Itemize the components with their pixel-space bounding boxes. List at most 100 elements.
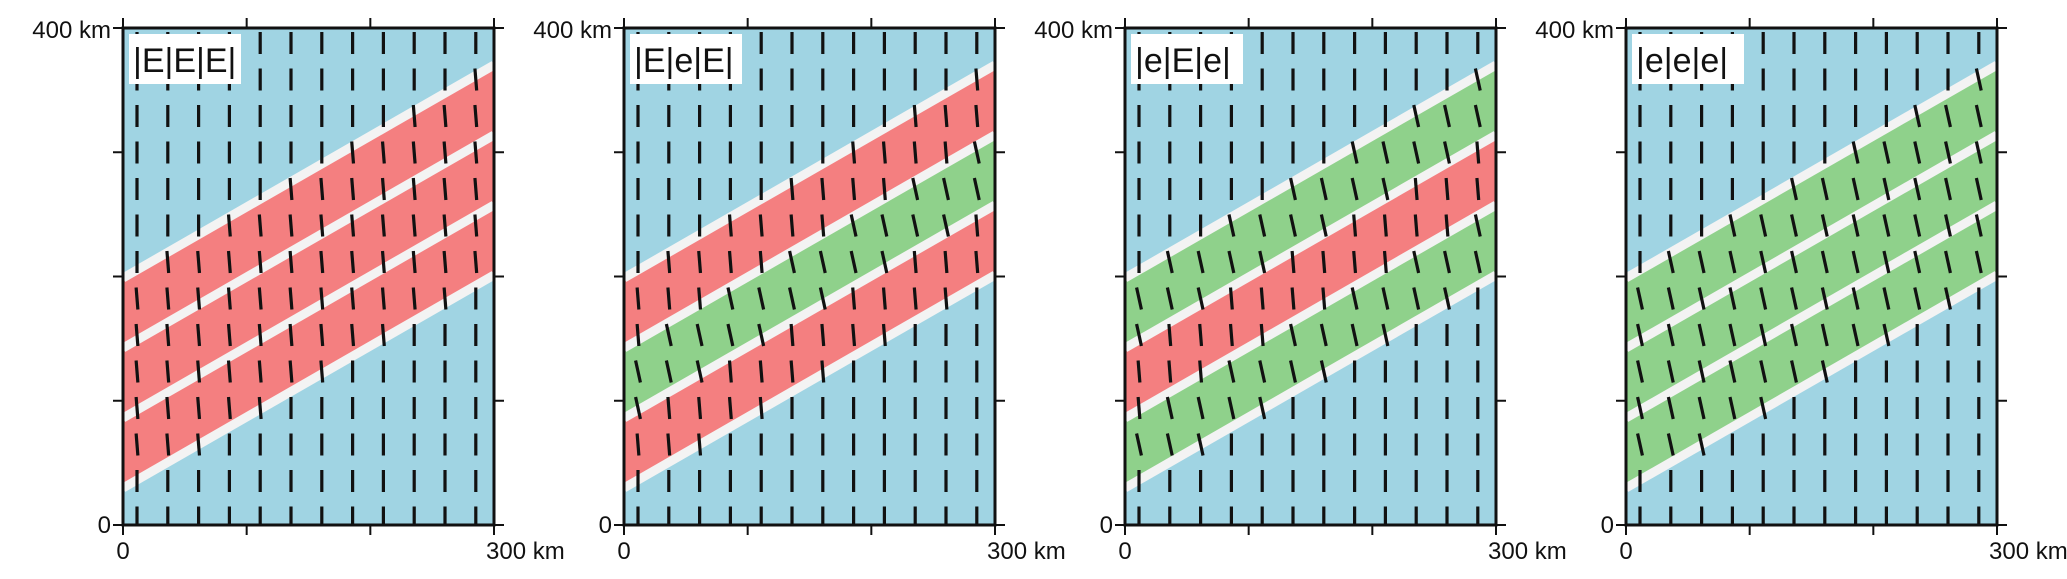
orientation-tick	[1228, 323, 1234, 347]
orientation-tick	[319, 287, 325, 310]
orientation-tick	[851, 177, 857, 201]
orientation-tick	[974, 250, 980, 274]
orientation-tick	[1228, 287, 1234, 310]
orientation-tick	[1759, 250, 1768, 274]
y-axis-bottom-label: 0	[1601, 512, 1614, 539]
orientation-tick	[226, 360, 232, 383]
orientation-tick	[943, 250, 949, 274]
orientation-tick	[473, 177, 479, 201]
layer-boundary	[1626, 201, 1997, 422]
orientation-tick	[196, 433, 202, 456]
orientation-tick	[1135, 287, 1143, 310]
orientation-tick	[1167, 323, 1173, 347]
orientation-tick	[726, 287, 735, 310]
orientation-tick	[1258, 360, 1267, 383]
orientation-tick	[165, 360, 171, 383]
orientation-tick	[1882, 141, 1891, 164]
orientation-tick	[912, 141, 918, 164]
orientation-tick	[1290, 287, 1296, 310]
orientation-tick	[851, 141, 857, 164]
orientation-tick	[257, 360, 263, 383]
orientation-tick	[912, 250, 918, 274]
orientation-tick	[1974, 104, 1983, 128]
orientation-tick	[1443, 141, 1451, 164]
orientation-tick	[411, 141, 417, 164]
orientation-tick	[1473, 104, 1482, 128]
layer-2-weak	[1626, 135, 1997, 418]
orientation-tick	[350, 323, 356, 347]
orientation-tick	[1820, 323, 1829, 347]
orientation-tick	[1473, 250, 1482, 274]
orientation-tick	[196, 250, 202, 274]
orientation-tick	[1412, 250, 1421, 274]
orientation-tick	[820, 360, 826, 383]
layer-boundary	[1125, 201, 1496, 422]
orientation-tick	[319, 214, 325, 237]
orientation-tick	[1352, 214, 1358, 237]
orientation-tick	[1443, 287, 1451, 310]
orientation-tick	[1636, 433, 1644, 456]
orientation-tick	[972, 177, 981, 201]
orientation-tick	[165, 250, 171, 274]
orientation-tick	[1974, 141, 1983, 164]
orientation-tick	[1136, 396, 1142, 420]
x-axis-right-label: 300 km	[987, 538, 1066, 565]
layer-1-strong	[624, 65, 995, 348]
orientation-tick	[1820, 360, 1829, 383]
orientation-tick	[1381, 141, 1390, 164]
orientation-tick	[134, 287, 140, 310]
orientation-tick	[1381, 177, 1390, 201]
layer-1-strong	[123, 65, 494, 348]
x-axis-left-label: 0	[617, 538, 630, 565]
orientation-tick	[635, 433, 641, 456]
orientation-tick	[727, 214, 733, 237]
orientation-tick	[1290, 250, 1296, 274]
orientation-tick	[1412, 104, 1421, 128]
orientation-tick	[666, 287, 672, 310]
orientation-tick	[1944, 214, 1952, 237]
orientation-tick	[165, 433, 171, 456]
orientation-tick	[818, 287, 827, 310]
orientation-tick	[288, 250, 294, 274]
orientation-tick	[727, 396, 733, 420]
orientation-tick	[350, 250, 356, 274]
orientation-tick	[1666, 396, 1675, 420]
layer-3-weak	[1125, 205, 1496, 488]
orientation-tick	[974, 214, 980, 237]
orientation-tick	[1165, 396, 1174, 420]
orientation-tick	[1944, 287, 1952, 310]
layer-boundary	[123, 61, 494, 282]
orientation-tick	[1259, 323, 1265, 347]
orientation-tick	[788, 287, 796, 310]
orientation-tick	[1697, 396, 1706, 420]
orientation-tick	[1135, 433, 1143, 456]
orientation-tick	[134, 433, 140, 456]
orientation-tick	[881, 323, 887, 347]
orientation-tick	[757, 287, 766, 310]
x-axis-left-label: 0	[1619, 538, 1632, 565]
orientation-tick	[974, 104, 980, 128]
orientation-tick	[1135, 323, 1143, 347]
orientation-tick	[1227, 396, 1236, 420]
orientation-tick	[1165, 287, 1174, 310]
orientation-tick	[1759, 360, 1768, 383]
orientation-tick	[1944, 141, 1952, 164]
panel-4: |e|e|e| 400 km 00 300 km	[1535, 17, 2067, 565]
orientation-tick	[196, 360, 202, 383]
orientation-tick	[319, 177, 325, 201]
orientation-tick	[1413, 177, 1419, 201]
x-axis-right-label: 300 km	[1989, 538, 2067, 565]
orientation-tick	[288, 177, 294, 201]
orientation-tick	[411, 287, 417, 310]
orientation-tick	[226, 214, 232, 237]
orientation-tick	[442, 214, 448, 237]
orientation-tick	[1167, 360, 1173, 383]
orientation-tick	[1913, 104, 1922, 128]
layer-boundary	[624, 201, 995, 422]
orientation-tick	[1974, 177, 1983, 201]
orientation-tick	[1352, 250, 1358, 274]
y-axis-top-label: 400 km	[533, 17, 612, 44]
orientation-tick	[226, 396, 232, 420]
orientation-tick	[943, 287, 949, 310]
panel-2: |E|e|E| 400 km 00 300 km	[533, 17, 1065, 565]
